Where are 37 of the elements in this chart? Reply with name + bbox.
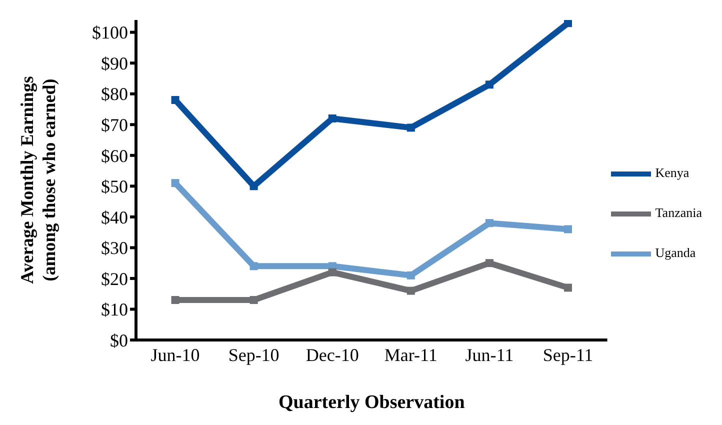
x-tick-label: Mar-11 [384,344,438,365]
point [171,179,180,188]
x-tick-label: Sep-11 [542,344,594,365]
y-tick-label: $30 [101,238,128,258]
x-tick-label: Dec-10 [306,344,359,365]
y-tick-label: $100 [92,22,128,43]
point [564,225,572,234]
y-axis-title: Average Monthly Earnings (among those who earned) [17,76,59,284]
point [406,124,415,132]
point [406,286,415,295]
point [485,259,494,268]
point [564,284,572,292]
legend-label: Tanzania [655,204,702,220]
legend-label: Uganda [655,244,696,260]
point [328,268,336,276]
y-tick-label: $10 [101,300,128,320]
point [406,271,415,280]
y-tick-label: $70 [101,115,128,136]
x-axis-title: Quarterly Observation [278,392,466,413]
y-tick-label: $60 [101,146,128,166]
x-tick-label: Sep-10 [228,344,280,365]
point [250,262,258,270]
legend-label: Kenya [655,164,690,180]
y-tick-label: $90 [101,53,128,74]
y-tick-label: $0 [110,330,128,350]
y-tick-label: $20 [101,268,128,289]
y-tick-label: $40 [101,207,128,228]
point [171,296,180,304]
point [485,80,494,89]
y-tick-label: $50 [101,176,128,197]
y-tick-label: $80 [101,84,128,104]
point [171,96,180,104]
point [328,114,336,122]
x-tick-label: Jun-10 [150,344,200,365]
point [485,219,494,228]
x-tick-label: Jun-11 [465,344,514,365]
point [564,20,572,28]
